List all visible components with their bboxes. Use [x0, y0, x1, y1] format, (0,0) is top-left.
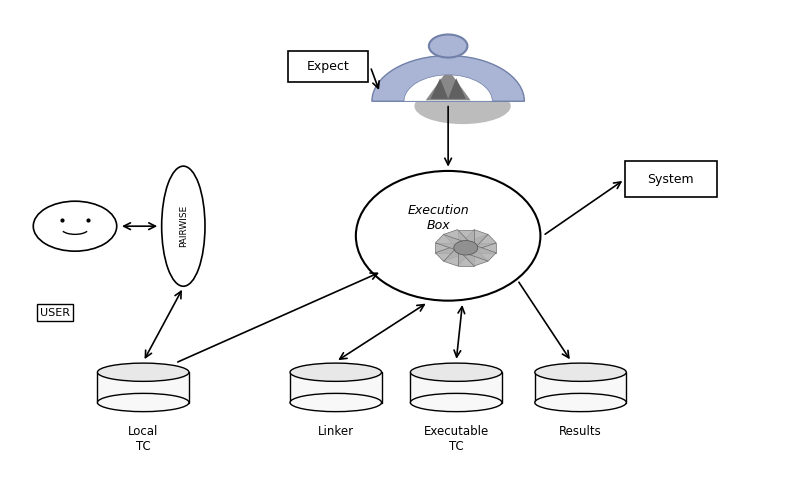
Ellipse shape	[415, 88, 511, 124]
Ellipse shape	[98, 393, 189, 412]
Text: Local
TC: Local TC	[128, 425, 158, 452]
Ellipse shape	[290, 393, 381, 412]
Ellipse shape	[535, 393, 626, 412]
Ellipse shape	[410, 363, 502, 382]
Ellipse shape	[535, 363, 626, 382]
Polygon shape	[448, 78, 465, 99]
Ellipse shape	[162, 166, 205, 286]
FancyBboxPatch shape	[625, 161, 717, 197]
Polygon shape	[426, 75, 470, 100]
Wedge shape	[372, 55, 524, 101]
Polygon shape	[444, 229, 488, 266]
Ellipse shape	[410, 393, 502, 412]
Ellipse shape	[98, 363, 189, 382]
Circle shape	[454, 241, 478, 255]
Polygon shape	[458, 229, 473, 266]
Polygon shape	[290, 372, 381, 402]
Text: Expect: Expect	[306, 60, 349, 73]
Text: USER: USER	[40, 308, 70, 318]
Text: PAIRWISE: PAIRWISE	[179, 205, 187, 247]
Ellipse shape	[356, 171, 541, 301]
Text: Executable
TC: Executable TC	[423, 425, 489, 452]
Polygon shape	[410, 372, 502, 402]
FancyBboxPatch shape	[288, 51, 368, 82]
Circle shape	[429, 35, 467, 57]
Circle shape	[33, 201, 116, 251]
Polygon shape	[436, 243, 496, 253]
Polygon shape	[444, 229, 488, 266]
Polygon shape	[436, 235, 496, 261]
Polygon shape	[535, 372, 626, 402]
Text: Linker: Linker	[318, 425, 354, 437]
Text: System: System	[647, 173, 694, 186]
Polygon shape	[436, 235, 496, 261]
Text: Execution
Box: Execution Box	[408, 204, 469, 231]
Polygon shape	[98, 372, 189, 402]
Wedge shape	[404, 75, 492, 101]
Polygon shape	[431, 78, 448, 99]
Text: Results: Results	[559, 425, 602, 437]
Ellipse shape	[290, 363, 381, 382]
